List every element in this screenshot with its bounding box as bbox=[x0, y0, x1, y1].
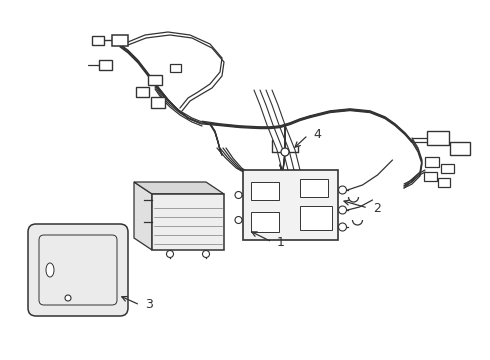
Polygon shape bbox=[134, 182, 152, 250]
Circle shape bbox=[235, 192, 242, 198]
Bar bbox=[250, 182, 278, 200]
Text: 3: 3 bbox=[145, 298, 153, 311]
Bar bbox=[151, 96, 165, 108]
Circle shape bbox=[202, 251, 210, 257]
Circle shape bbox=[339, 223, 346, 231]
Bar bbox=[441, 163, 454, 172]
Bar bbox=[92, 36, 104, 45]
Text: 1: 1 bbox=[277, 235, 285, 248]
Circle shape bbox=[281, 148, 289, 156]
Bar bbox=[427, 131, 449, 145]
Bar bbox=[98, 60, 112, 70]
Bar bbox=[438, 177, 450, 186]
Circle shape bbox=[167, 251, 173, 257]
Polygon shape bbox=[134, 182, 224, 194]
Bar bbox=[136, 87, 148, 97]
Bar bbox=[243, 170, 338, 240]
Bar bbox=[300, 206, 332, 230]
Bar bbox=[300, 179, 328, 197]
FancyBboxPatch shape bbox=[28, 224, 128, 316]
Bar bbox=[450, 141, 470, 154]
Circle shape bbox=[65, 295, 71, 301]
Bar bbox=[423, 171, 437, 180]
Ellipse shape bbox=[46, 263, 54, 277]
Bar bbox=[152, 194, 224, 250]
Text: 4: 4 bbox=[313, 129, 321, 141]
Bar bbox=[250, 212, 278, 232]
Circle shape bbox=[339, 186, 346, 194]
Bar bbox=[170, 64, 180, 72]
Bar bbox=[425, 157, 439, 167]
Circle shape bbox=[235, 216, 242, 224]
Text: 2: 2 bbox=[373, 202, 381, 215]
Bar bbox=[112, 35, 128, 45]
Circle shape bbox=[339, 206, 346, 214]
Bar bbox=[148, 75, 162, 85]
